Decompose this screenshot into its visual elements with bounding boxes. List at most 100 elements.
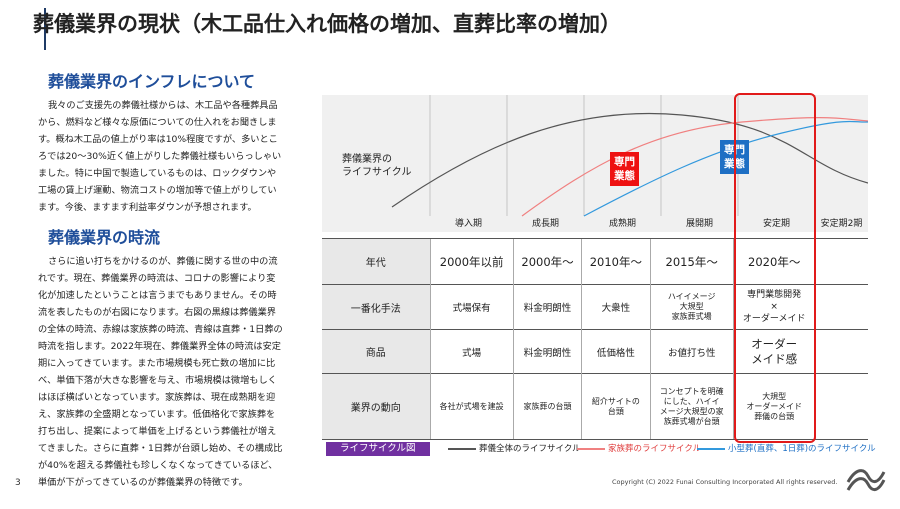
legend-label: 家族葬のライフサイクル [608, 444, 702, 454]
table-cell: 専門業態開発 × オーダーメイド [732, 284, 815, 330]
stage-label: 安定期 [762, 219, 790, 229]
section-heading-trend: 葬儀業界の時流 [48, 228, 161, 247]
text-line: 時流を指します。2022年現在、葬儀業界全体の時流は安定 [38, 341, 281, 352]
text-line: 我々のご支援先の葬儀社様からは、木工品や各種葬具品 [48, 100, 278, 111]
text-line: べ、単価下落が大きな影響を与え、市場規模は微増もしく [38, 375, 277, 386]
legend-item-overall: 葬儀全体のライフサイクル [448, 442, 581, 456]
cell-line: オーダーメイド [746, 401, 803, 411]
stage-label: 展開期 [685, 219, 713, 229]
table-row: 商品 式場 料金明朗性 低価格性 お値打ち性 オーダー メイド感 [322, 329, 868, 374]
lifecycle-label: 葬儀業界の ライフサイクル [342, 153, 412, 179]
table-cell: 2010年～ [581, 238, 651, 285]
lifecycle-chart: 葬儀業界の ライフサイクル 専門 業態 専門 業態 [322, 95, 868, 232]
text-line: れです。現在、葬儀業界の時流は、コロナの影響により変 [38, 273, 276, 284]
text-line: 打ち出し、提案によって単価を上げるという葬儀社が増え [38, 426, 277, 437]
title-bar [44, 8, 864, 50]
cell-line: × [770, 302, 778, 312]
row-header: 商品 [322, 329, 430, 374]
table-cell: 低価格性 [581, 329, 651, 374]
text-line: え、家族葬の全盛期となっています。低価格化で家族葬を [38, 409, 276, 420]
text-line: さらに追い打ちをかけるのが、葬儀に関する世の中の流 [48, 256, 278, 267]
text-line: ます。今後、ますます利益率ダウンが予想されます。 [38, 202, 257, 213]
cell-line: オーダー [751, 336, 798, 351]
table-cell: 家族葬の台頭 [512, 373, 582, 440]
table-cell [814, 373, 868, 440]
text-line: が40%を超える葬儀社も珍しくなくなってきているほど、 [38, 460, 278, 471]
stage-label: 導入期 [454, 219, 482, 229]
cell-line: メイド感 [751, 351, 798, 366]
lifecycle-curves [391, 95, 868, 217]
table-cell: 式場保有 [429, 284, 514, 330]
stage-label: 成長期 [531, 219, 559, 229]
lifecycle-label-line-1: 葬儀業界の [342, 154, 392, 165]
row-header: 業界の動向 [322, 373, 430, 440]
cell-line: オーダーメイド [742, 314, 806, 324]
text-line: の全体の時流、赤線は家族葬の時流、青線は直葬・1日葬の [38, 324, 283, 335]
table-cell: 2000年～ [512, 238, 582, 285]
table-cell: コンセプトを明確 にした、ハイイ メージ大規型の家 族葬式場が台頭 [649, 373, 734, 440]
table-cell: 大衆性 [581, 284, 651, 330]
table-cell [814, 329, 868, 374]
text-line: ました。特に中国で製造しているものは、ロックダウンや [38, 168, 277, 179]
table-cell: お値打ち性 [649, 329, 734, 374]
family-funeral-lifecycle-curve [521, 117, 868, 217]
table-cell: 料金明朗性 [512, 284, 582, 330]
table-row: 業界の動向 各社が式場を建設 家族葬の台頭 紹介サイトの 台頭 コンセプトを明確… [322, 373, 868, 440]
legend-line-blue [697, 448, 725, 450]
page-number: 3 [15, 478, 21, 488]
cell-line: ハイイメージ [667, 292, 716, 301]
legend-item-family: 家族葬のライフサイクル [577, 442, 701, 456]
text-line: 工場の賃上げ運動、物流コストの増加等で値上がりしてい [38, 185, 277, 196]
text-line: はほぼ横ばいとなっています。家族葬は、現在成熟期を迎 [38, 392, 276, 403]
table-row: 一番化手法 式場保有 料金明朗性 大衆性 ハイイメージ 大規型 家族葬式場 専門… [322, 284, 868, 330]
legend-item-small: 小型葬(直葬、1日葬)のライフサイクル [697, 442, 876, 456]
stage-label: 安定期2期 [820, 219, 863, 229]
table-cell: 式場 [429, 329, 514, 374]
text-line: 化が加速したということは言うまでもありません。その時 [38, 290, 277, 301]
small-funeral-lifecycle-curve [583, 120, 868, 217]
section-body-inflation: 我々のご支援先の葬儀社様からは、木工品や各種葬具品 から、燃料など様々な原価につ… [38, 97, 308, 216]
cell-line: にした、ハイイ [663, 396, 720, 406]
legend-line-red [577, 448, 605, 450]
text-line: てきました。さらに直葬・1日葬が台頭し始め、その構成比 [38, 443, 283, 454]
lifecycle-table: 年代 2000年以前 2000年～ 2010年～ 2015年～ 2020年～ 一… [322, 238, 868, 440]
page-title: 葬儀業界の現状（木工品仕入れ価格の増加、直葬比率の増加） [33, 12, 621, 36]
legend-label: 葬儀全体のライフサイクル [479, 444, 581, 454]
text-line: 流を表したものが右図になります。右図の黒線は葬儀業界 [38, 307, 276, 318]
cell-line: 大規型 [762, 391, 787, 401]
stage-label: 成熟期 [608, 219, 636, 229]
legend-tag: ライフサイクル図 [326, 442, 430, 456]
overall-lifecycle-curve [391, 112, 868, 208]
section-heading-inflation: 葬儀業界のインフレについて [48, 72, 256, 91]
lifecycle-label-line-2: ライフサイクル [342, 167, 412, 178]
legend-label: 小型葬(直葬、1日葬)のライフサイクル [728, 444, 876, 454]
company-logo-icon [846, 469, 886, 491]
cell-line: 台頭 [607, 406, 624, 416]
row-header: 年代 [322, 238, 430, 285]
text-line: 単価が下がってきているのが葬儀業界の特徴です。 [38, 477, 248, 488]
cell-line: 大規型 [679, 302, 704, 311]
table-cell: 2020年～ [732, 238, 815, 285]
cell-line: コンセプトを明確 [659, 386, 724, 396]
copyright: Copyright (C) 2022 Funai Consulting Inco… [612, 478, 838, 486]
stage-labels: 導入期 成長期 成熟期 展開期 安定期 安定期2期 [322, 216, 868, 232]
text-line: ろでは20～30%近く値上がりした葬儀社様もいらっしゃい [38, 151, 282, 162]
cell-line: 族葬式場が台頭 [663, 416, 720, 426]
cell-line: 家族葬式場 [671, 312, 712, 321]
table-cell: ハイイメージ 大規型 家族葬式場 [649, 284, 734, 330]
table-cell: 料金明朗性 [512, 329, 582, 374]
table-cell [814, 284, 868, 330]
cell-line: 専門業態開発 [747, 290, 802, 300]
cell-line: メージ大規型の家 [659, 406, 724, 416]
table-cell: 紹介サイトの 台頭 [581, 373, 651, 440]
table-cell: オーダー メイド感 [732, 329, 815, 374]
cell-line: 葬儀の台頭 [754, 411, 795, 421]
table-cell [814, 238, 868, 285]
badge-red-line-1: 専門 [614, 156, 635, 168]
text-line: から、燃料など様々な原価についての仕入れをお聞きしま [38, 117, 277, 128]
table-cell: 大規型 オーダーメイド 葬儀の台頭 [732, 373, 815, 440]
table-row: 年代 2000年以前 2000年～ 2010年～ 2015年～ 2020年～ [322, 238, 868, 285]
badge-red-line-2: 業態 [614, 170, 635, 182]
table-cell: 2000年以前 [429, 238, 514, 285]
highlight-box-stable-period [734, 93, 816, 443]
